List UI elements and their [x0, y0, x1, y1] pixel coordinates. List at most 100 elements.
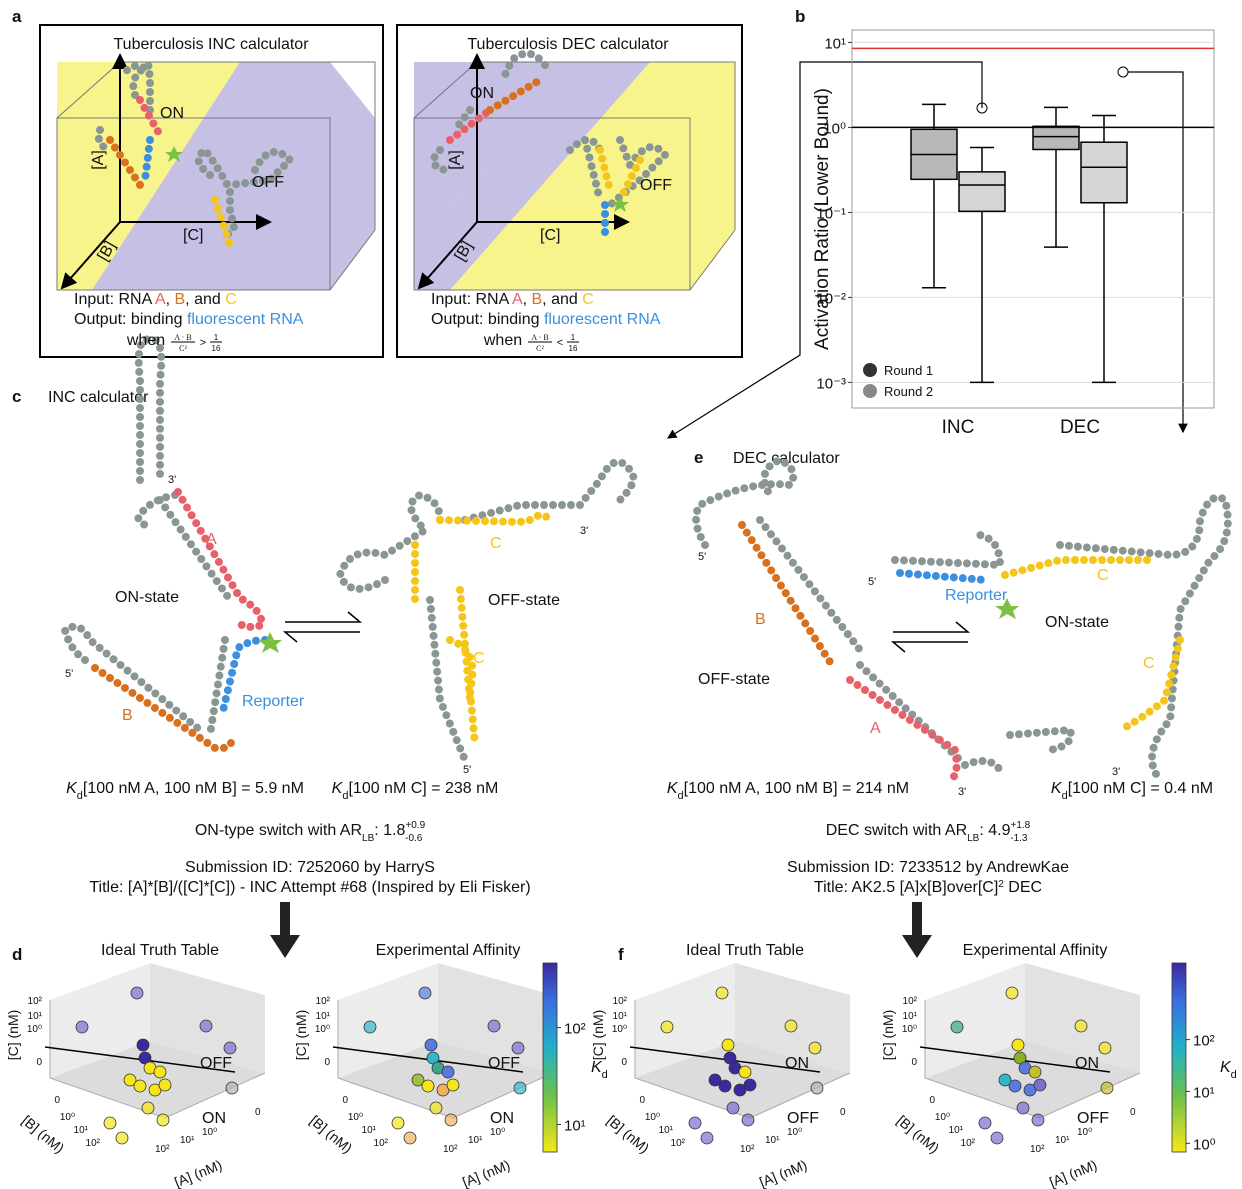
c-tick-label: 10¹: [903, 1011, 918, 1022]
output-line: Output: binding fluorescent RNA: [431, 311, 661, 328]
design-title-part: Title: [A]*[B]/([C]*[C]) - INC Attempt #…: [89, 879, 530, 896]
point: [1017, 1102, 1029, 1114]
point: [739, 1066, 751, 1078]
b-tick-label: 10⁰: [645, 1112, 660, 1123]
point: [1012, 1039, 1024, 1051]
input-part: Input: RNA: [431, 291, 512, 308]
point: [1075, 1020, 1087, 1032]
c-tick-label: 10²: [28, 996, 43, 1007]
a-tick-label: 10¹: [1055, 1135, 1070, 1146]
switch-value: : 1.8: [374, 822, 405, 839]
axis-label: [C] (nM): [293, 1010, 309, 1061]
plot-title: Ideal Truth Table: [101, 942, 219, 959]
strand-label: Reporter: [945, 587, 1008, 604]
state: OFF: [640, 177, 672, 194]
input-part: ,: [523, 291, 532, 308]
b-tick-label: 10⁰: [348, 1112, 363, 1123]
c-tick-label: 10²: [316, 996, 331, 1007]
state-label: ON-state: [1045, 614, 1109, 631]
axis-label: [C]: [183, 227, 203, 244]
a-tick-label: 0: [255, 1107, 261, 1118]
kd-sub: d: [602, 1069, 608, 1081]
kd: Kd[100 nM A, 100 nM B] = 214 nM: [667, 780, 909, 802]
strand-label: C: [1097, 567, 1109, 584]
arrow: [270, 902, 300, 958]
axis-label: [A] (nM): [460, 1157, 512, 1189]
axis-label: [A]: [90, 150, 107, 170]
colorbar-tick-label: 10¹: [564, 1117, 586, 1134]
kd-text: [100 nM C] = 238 nM: [348, 780, 498, 797]
switch-sub: LB: [362, 833, 375, 844]
input-part: B: [175, 291, 186, 308]
a-tick-label: 10¹: [180, 1135, 195, 1146]
end-label: 3': [958, 786, 966, 798]
calc-title: Tuberculosis DEC calculator: [467, 36, 669, 53]
kd-text: [100 nM A, 100 nM B] = 5.9 nM: [83, 780, 304, 797]
point: [154, 1066, 166, 1078]
point: [1099, 1042, 1111, 1054]
y-axis-label: Activation Ratio (Lower Bound): [812, 88, 833, 350]
input-part: C: [582, 291, 594, 308]
c-tick-label: 10⁰: [612, 1024, 627, 1035]
point: [744, 1079, 756, 1091]
input-part: A: [512, 291, 523, 308]
output-part: fluorescent RNA: [187, 311, 304, 328]
calc-title: Tuberculosis INC calculator: [113, 36, 309, 53]
fraction: A · B: [531, 333, 548, 342]
equilibrium: [285, 612, 360, 642]
b-tick-label: 10¹: [74, 1125, 89, 1136]
c-tick-label: 10²: [613, 996, 628, 1007]
point: [419, 987, 431, 999]
a-tick-label: 10²: [443, 1144, 458, 1155]
input-part: , and: [542, 291, 582, 308]
point: [442, 1066, 454, 1078]
b-tick-label: 0: [929, 1095, 935, 1106]
panel-title: INC calculator: [48, 389, 149, 406]
fraction: 16: [569, 344, 578, 353]
switch-plus: +1.8: [1011, 820, 1031, 831]
design-title-part: Title: AK2.5 [A]x[B]over[C]: [814, 879, 998, 896]
point: [488, 1020, 500, 1032]
end-label: 3': [1112, 766, 1120, 778]
c-tick-label: 0: [324, 1057, 330, 1068]
panel-label: b: [795, 7, 805, 26]
axis-label: [C] (nM): [880, 1010, 896, 1061]
point: [701, 1132, 713, 1144]
state: ON: [160, 105, 184, 122]
relation: <: [557, 337, 563, 349]
y-tick-label: 10⁻³: [816, 375, 846, 392]
c-tick-label: 10⁰: [315, 1024, 330, 1035]
end-label: 5': [868, 576, 876, 588]
state: OFF: [252, 174, 284, 191]
point: [661, 1021, 673, 1033]
end-label: 3': [580, 525, 588, 537]
c-tick-label: 10¹: [28, 1011, 43, 1022]
axis-label: [A] (nM): [172, 1157, 224, 1189]
x-tick-label: DEC: [1060, 417, 1100, 438]
strand-label: C: [490, 535, 502, 552]
switch-line: DEC switch with ARLB: 4.9+1.8-1.3: [826, 820, 1031, 844]
point: [512, 1042, 524, 1054]
b-tick-label: 10²: [961, 1138, 976, 1149]
point: [1006, 987, 1018, 999]
a-tick-label: 10⁰: [1077, 1127, 1092, 1138]
region-label: ON: [785, 1055, 809, 1072]
star: [258, 632, 282, 653]
region-label: OFF: [488, 1055, 520, 1072]
axis-label: [A]: [447, 150, 464, 170]
switch-minus: -0.6: [405, 833, 423, 844]
strand-label: Reporter: [242, 693, 305, 710]
output-line: Output: binding fluorescent RNA: [74, 311, 304, 328]
strand-label: A: [870, 720, 881, 737]
c-tick-label: 10⁰: [902, 1024, 917, 1035]
output-part: fluorescent RNA: [544, 311, 661, 328]
input-line: Input: RNA A, B, and C: [74, 291, 237, 308]
c-tick-label: 10¹: [316, 1011, 331, 1022]
point: [809, 1042, 821, 1054]
switch-minus: -1.3: [1010, 833, 1028, 844]
end-label: 5': [65, 668, 73, 680]
point: [1009, 1080, 1021, 1092]
point: [425, 1039, 437, 1051]
plot-title: Experimental Affinity: [963, 942, 1108, 959]
switch-line: ON-type switch with ARLB: 1.8+0.9-0.6: [195, 820, 426, 844]
